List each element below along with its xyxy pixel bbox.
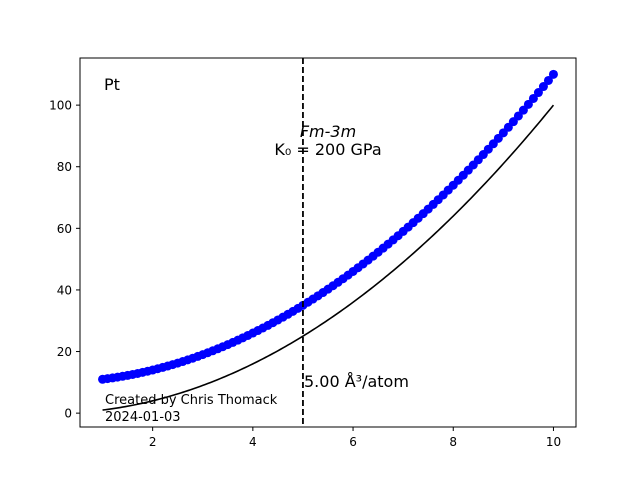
y-tick-label: 100	[49, 99, 72, 113]
scatter-point	[538, 82, 548, 92]
reference-curve-line	[102, 104, 555, 411]
bulk-modulus-label: K₀ = 200 GPa	[274, 140, 381, 159]
date-label: 2024-01-03	[105, 410, 181, 425]
x-tick-label: 8	[449, 435, 457, 449]
plot-area	[98, 58, 558, 427]
y-tick-label: 20	[57, 345, 72, 359]
y-tick-label: 60	[57, 222, 72, 236]
element-label: Pt	[104, 75, 120, 94]
axes-frame	[79, 57, 577, 428]
scatter-point	[523, 99, 533, 109]
credit-label: Created by Chris Thomack	[105, 393, 278, 408]
x-tick-label: 2	[149, 435, 157, 449]
scatter-point	[543, 75, 553, 85]
scatter-point	[528, 93, 538, 103]
scatter-point	[518, 105, 528, 115]
x-tick-label: 4	[249, 435, 257, 449]
scatter-point	[548, 69, 558, 79]
y-tick-label: 0	[64, 407, 72, 421]
x-tick-label: 6	[349, 435, 357, 449]
space-group-label: Fm-3m	[300, 122, 356, 141]
y-tick-label: 80	[57, 160, 72, 174]
x-tick-label: 10	[546, 435, 561, 449]
volume-label: 5.00 Å³/atom	[304, 372, 409, 391]
scatter-point	[533, 88, 543, 98]
y-tick-label: 40	[57, 283, 72, 297]
